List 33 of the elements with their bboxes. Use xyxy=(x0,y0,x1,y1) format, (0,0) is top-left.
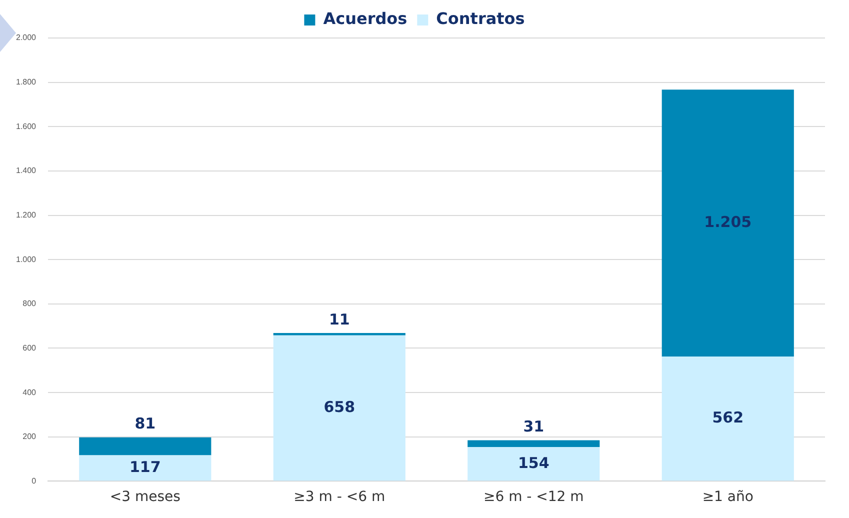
data-label: 117 xyxy=(129,458,161,476)
bar xyxy=(662,90,794,357)
y-tick-label: 1.800 xyxy=(16,78,37,87)
bar xyxy=(662,356,794,481)
y-tick-label: 800 xyxy=(22,299,37,308)
y-tick-label: 600 xyxy=(22,343,37,352)
y-tick-label: 1.200 xyxy=(16,210,37,220)
y-tick-label: 1.600 xyxy=(16,122,37,131)
data-label: 562 xyxy=(712,408,744,427)
data-label: 81 xyxy=(134,414,156,433)
data-label: 11 xyxy=(328,310,350,328)
legend-label: Acuerdos xyxy=(323,9,408,28)
data-label: 1.205 xyxy=(704,213,752,232)
y-tick-label: 400 xyxy=(22,388,37,397)
data-label: 154 xyxy=(518,454,550,472)
x-tick-label: ≥3 m - <6 m xyxy=(294,489,386,506)
y-tick-label: 200 xyxy=(22,432,37,442)
bar xyxy=(79,437,212,456)
y-tick-label: 0 xyxy=(32,476,37,486)
bar xyxy=(468,440,600,448)
x-tick-label: ≥1 año xyxy=(702,489,754,506)
y-tick-label: 2.000 xyxy=(16,33,37,42)
data-label: 658 xyxy=(324,398,356,416)
bar xyxy=(79,455,212,481)
y-tick-label: 1.400 xyxy=(16,166,37,176)
x-tick-label: ≥6 m - <12 m xyxy=(483,489,584,506)
x-tick-label: <3 meses xyxy=(110,489,180,506)
data-label: 31 xyxy=(523,418,544,436)
bar xyxy=(273,332,406,336)
legend-label: Contratos xyxy=(436,9,525,28)
y-tick-label: 1.000 xyxy=(16,254,37,264)
bar xyxy=(273,335,406,481)
bar xyxy=(468,447,600,481)
